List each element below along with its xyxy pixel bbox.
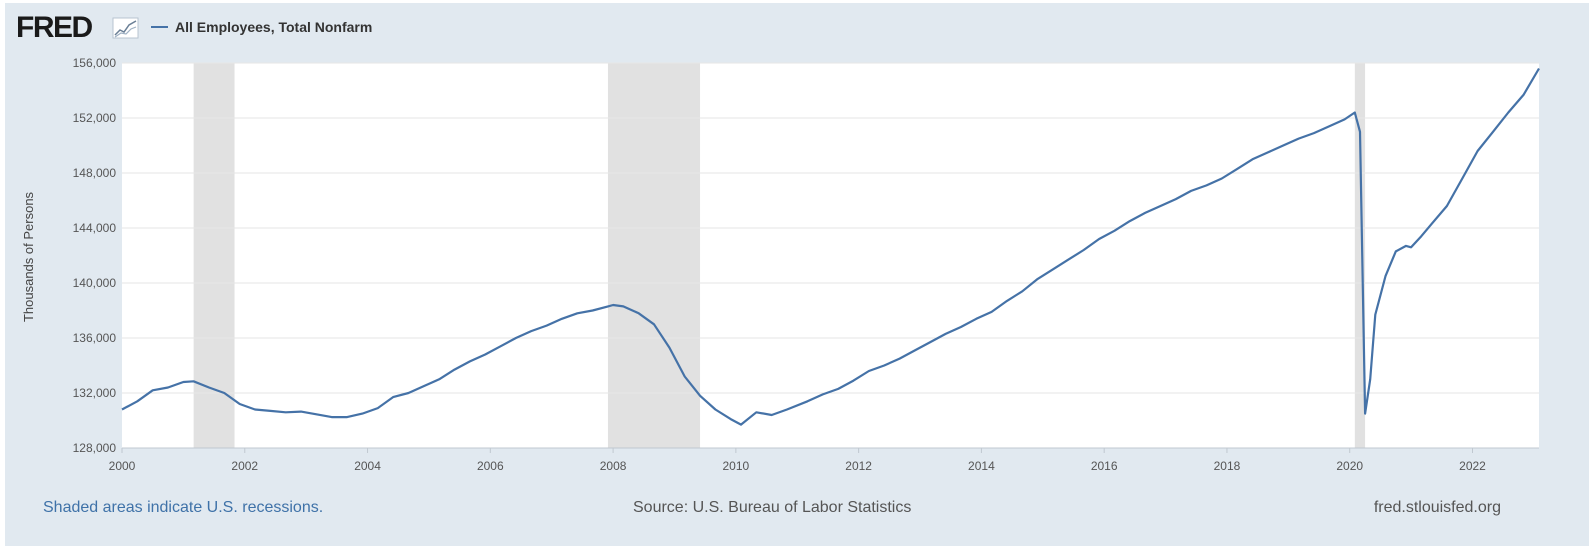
series-line-all-employees <box>121 67 1540 426</box>
plot-area <box>122 63 1539 448</box>
x-tick-label: 2018 <box>1214 459 1241 473</box>
x-tick-label: 2020 <box>1336 459 1363 473</box>
x-tick-label: 2000 <box>109 459 136 473</box>
y-tick-label: 152,000 <box>73 111 117 125</box>
y-tick-label: 156,000 <box>73 56 117 70</box>
recession-shading <box>193 63 1366 448</box>
recession-band-2 <box>607 63 701 448</box>
y-axis-ticks: 128,000 132,000 136,000 140,000 144,000 148,0… <box>73 56 117 455</box>
x-tick-label: 2016 <box>1091 459 1118 473</box>
y-tick-label: 144,000 <box>73 221 117 235</box>
recession-note: Shaded areas indicate U.S. recessions. <box>43 499 323 516</box>
source-text: Source: U.S. Bureau of Labor Statistics <box>633 499 911 516</box>
y-tick-label: 128,000 <box>73 441 117 455</box>
x-tick-label: 2010 <box>723 459 750 473</box>
fred-chart: FRED All Employees, Total Nonfarm 128,00… <box>16 11 1540 516</box>
legend-label: All Employees, Total Nonfarm <box>175 19 372 35</box>
y-tick-label: 136,000 <box>73 331 117 345</box>
y-tick-label: 132,000 <box>73 386 117 400</box>
x-tick-label: 2002 <box>231 459 258 473</box>
y-axis-title: Thousands of Persons <box>21 191 36 322</box>
x-tick-label: 2014 <box>968 459 995 473</box>
legend: All Employees, Total Nonfarm <box>151 19 372 35</box>
x-axis-ticks: 2000 2002 2004 2006 2008 2010 2012 2014 2016 2018… <box>109 448 1486 473</box>
y-tick-label: 148,000 <box>73 166 117 180</box>
recession-band-3 <box>1354 63 1366 448</box>
x-tick-label: 2008 <box>600 459 627 473</box>
site-link[interactable]: fred.stlouisfed.org <box>1374 499 1501 516</box>
fred-logo[interactable]: FRED <box>16 11 139 44</box>
x-tick-label: 2012 <box>845 459 872 473</box>
x-tick-label: 2006 <box>477 459 504 473</box>
fred-logo-graph-icon <box>112 17 139 39</box>
chart-frame: FRED All Employees, Total Nonfarm 128,00… <box>5 3 1589 546</box>
x-tick-label: 2022 <box>1459 459 1486 473</box>
fred-logo-text: FRED <box>16 11 93 44</box>
gridlines <box>122 62 1539 394</box>
x-tick-label: 2004 <box>354 459 381 473</box>
y-tick-label: 140,000 <box>73 276 117 290</box>
